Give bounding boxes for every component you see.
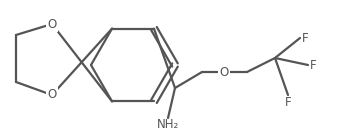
- Text: O: O: [47, 89, 57, 101]
- Text: F: F: [285, 96, 291, 109]
- Text: F: F: [310, 59, 316, 71]
- Text: O: O: [47, 18, 57, 30]
- Text: NH₂: NH₂: [157, 118, 179, 131]
- Text: O: O: [219, 65, 229, 79]
- Text: F: F: [302, 32, 309, 44]
